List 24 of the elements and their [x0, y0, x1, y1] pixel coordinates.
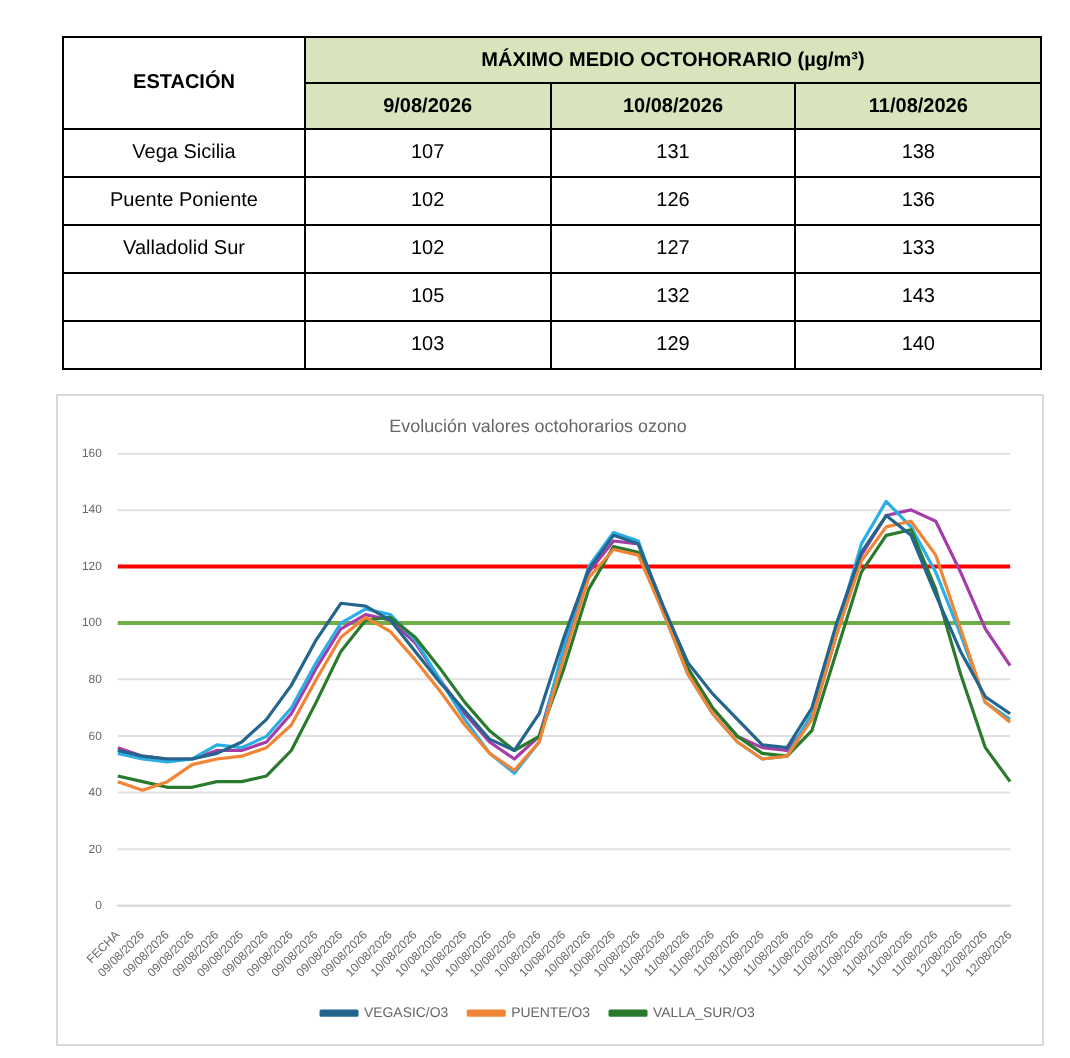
data-label: 131 — [550, 129, 796, 177]
data-label: 102 — [305, 225, 551, 273]
x-tick-label: 11/08/2026 — [795, 83, 1041, 129]
chart-title: Evolución valores octohorarios ozono — [389, 415, 687, 436]
data-label: 107 — [305, 129, 551, 177]
data-label: 140 — [795, 321, 1041, 369]
x-tick-label: 10/08/2026 — [550, 83, 796, 129]
data-label: 136 — [795, 177, 1041, 225]
data-label: 138 — [795, 129, 1041, 177]
data-label: 102 — [305, 177, 551, 225]
data-label: 133 — [795, 225, 1041, 273]
y-tick-label: Valladolid Sur — [63, 225, 305, 273]
y-tick-label: Puente Poniente — [63, 177, 305, 225]
data-label: 127 — [550, 225, 796, 273]
data-label: 132 — [550, 273, 796, 321]
data-label: 129 — [550, 321, 796, 369]
data-label: 126 — [550, 177, 796, 225]
data-label: 105 — [305, 273, 551, 321]
y-axis-title: ESTACIÓN — [63, 37, 305, 129]
chart-title: MÁXIMO MEDIO OCTOHORARIO (µg/m³) — [305, 37, 1041, 83]
data-label: 143 — [795, 273, 1041, 321]
y-tick-label: Vega Sicilia — [63, 129, 305, 177]
data-label: 103 — [305, 321, 551, 369]
x-tick-label: 9/08/2026 — [305, 83, 551, 129]
